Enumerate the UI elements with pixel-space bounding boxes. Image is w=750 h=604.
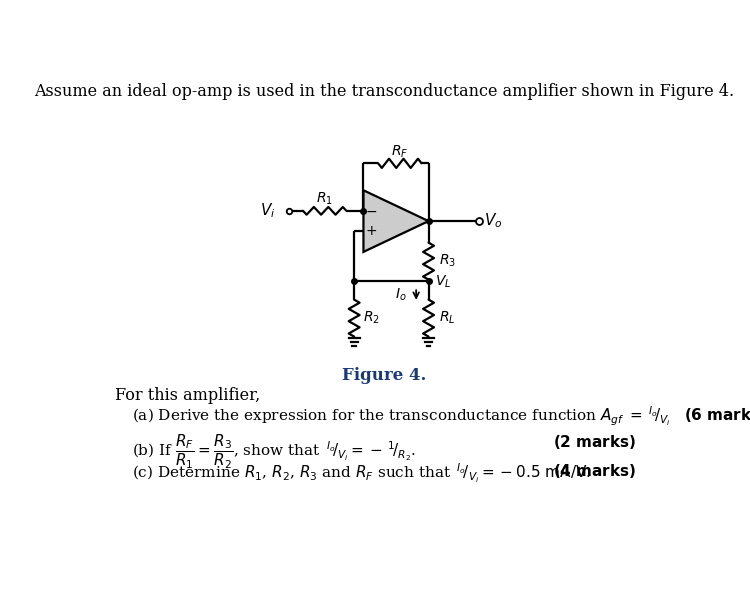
Text: (b) If $\dfrac{R_F}{R_1} = \dfrac{R_3}{R_2}$, show that $\,^{I_o}\!/_{V_i} = -\,: (b) If $\dfrac{R_F}{R_1} = \dfrac{R_3}{R… [133, 433, 417, 471]
Text: $I_o$: $I_o$ [395, 287, 406, 303]
Text: $R_1$: $R_1$ [316, 190, 333, 207]
Text: $R_F$: $R_F$ [392, 144, 409, 160]
Text: $R_2$: $R_2$ [364, 310, 380, 326]
Text: $R_L$: $R_L$ [440, 310, 456, 326]
Text: $V_i$: $V_i$ [260, 202, 275, 220]
Text: $\mathbf{(4\ marks)}$: $\mathbf{(4\ marks)}$ [554, 462, 636, 480]
Text: $\mathbf{(2\ marks)}$: $\mathbf{(2\ marks)}$ [554, 433, 636, 451]
Text: (a) Derive the expression for the transconductance function $A_{gf}$ $= \,^{I_o}: (a) Derive the expression for the transc… [133, 405, 750, 428]
Text: For this amplifier,: For this amplifier, [116, 387, 261, 403]
Text: $-$: $-$ [365, 204, 377, 218]
Polygon shape [364, 190, 428, 252]
Text: $V_o$: $V_o$ [484, 212, 502, 231]
Text: $V_L$: $V_L$ [435, 274, 451, 290]
Text: $R_3$: $R_3$ [440, 253, 457, 269]
Text: Figure 4.: Figure 4. [342, 367, 427, 384]
Text: $+$: $+$ [365, 224, 377, 239]
Text: (c) Determine $R_1$, $R_2$, $R_3$ and $R_F$ such that $\,^{I_o}\!/_{V_i} = -0.5\: (c) Determine $R_1$, $R_2$, $R_3$ and $R… [133, 462, 592, 486]
Text: Assume an ideal op-amp is used in the transconductance amplifier shown in Figure: Assume an ideal op-amp is used in the tr… [34, 83, 734, 100]
